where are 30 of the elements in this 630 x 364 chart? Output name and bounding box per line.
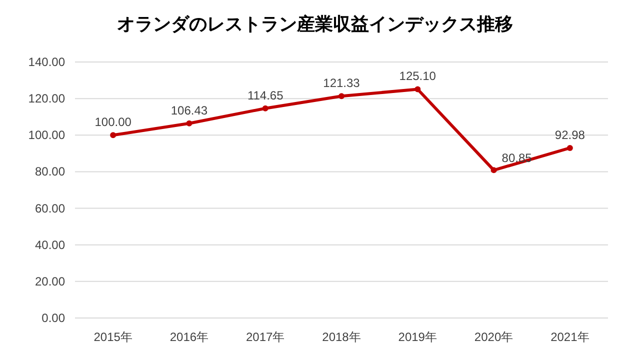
point <box>490 167 497 174</box>
data-label: 92.98 <box>554 128 586 142</box>
x-tick-label: 2021年 <box>550 330 590 344</box>
point <box>414 86 421 92</box>
y-tick-label: 60.00 <box>34 201 66 216</box>
y-tick-label: 40.00 <box>34 238 66 252</box>
chart-title: オランダのレストラン産業収益インデックス推移 <box>117 14 513 34</box>
y-tick-label: 80.00 <box>34 164 66 179</box>
point <box>338 93 344 100</box>
y-tick-label: 0.00 <box>42 311 66 325</box>
point <box>262 105 268 112</box>
data-label: 100.00 <box>94 115 132 130</box>
x-tick-label: 2019年 <box>398 330 437 344</box>
y-tick-label: 140.00 <box>28 55 66 69</box>
x-tick-label: 2015年 <box>94 330 132 344</box>
x-tick-label: 2020年 <box>474 330 514 344</box>
x-tick-label: 2016年 <box>170 330 209 344</box>
data-label: 125.10 <box>399 69 436 84</box>
y-tick-label: 20.00 <box>34 274 66 288</box>
x-tick-label: 2018年 <box>322 330 361 344</box>
data-label: 80.85 <box>502 151 532 166</box>
x-tick-label: 2017年 <box>246 330 285 344</box>
point <box>110 132 116 138</box>
point <box>566 144 573 151</box>
point <box>186 120 192 126</box>
data-label: 114.65 <box>247 88 284 102</box>
y-tick-label: 100.00 <box>28 128 66 142</box>
y-tick-label: 120.00 <box>28 92 66 106</box>
data-label: 106.43 <box>170 103 208 118</box>
data-label: 121.33 <box>323 76 360 90</box>
